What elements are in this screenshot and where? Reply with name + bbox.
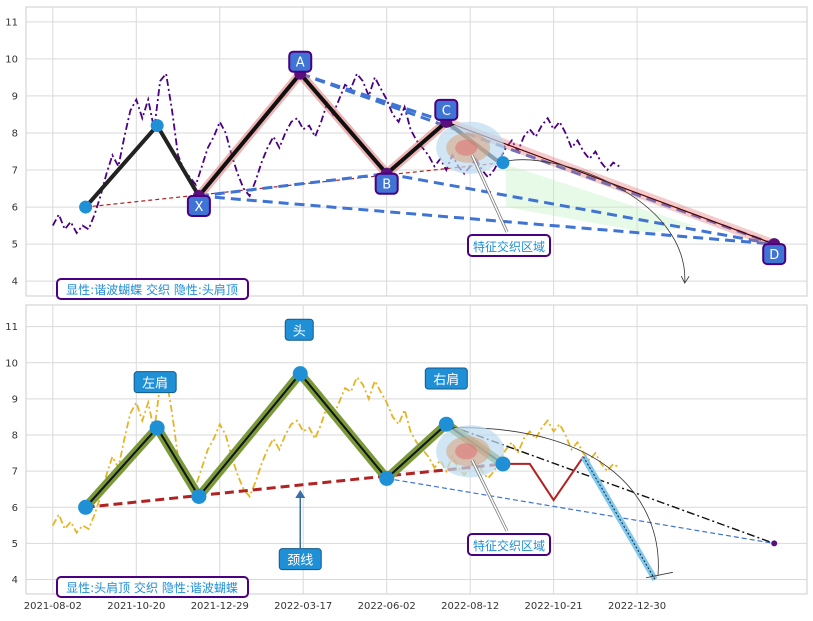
point-label-box-x xyxy=(186,194,211,217)
prz-zone xyxy=(505,164,694,233)
projection-zigzag xyxy=(502,456,585,502)
hs-pivot-point xyxy=(379,470,395,486)
y-tick-label: 5 xyxy=(12,240,18,251)
y-tick-label: 9 xyxy=(12,394,18,405)
projection-arrow xyxy=(508,159,685,283)
caption-box xyxy=(56,576,249,598)
point-label-d: D xyxy=(769,248,779,263)
right-shoulder-label-box xyxy=(424,367,468,390)
harmonic-guide-line xyxy=(198,194,775,246)
caption-text: 显性:头肩顶 交织 隐性:谐波蝴蝶 xyxy=(66,580,238,595)
right-shoulder-label: 右肩 xyxy=(433,372,459,388)
point-label-box-a xyxy=(288,50,313,73)
y-tick-label: 9 xyxy=(12,91,18,102)
region-pointer xyxy=(471,154,508,233)
hs-pivot-point xyxy=(495,456,511,472)
point-label-box-c xyxy=(434,98,459,121)
region-label-box xyxy=(467,533,551,556)
y-tick-label: 8 xyxy=(12,431,18,442)
projection-curve xyxy=(450,427,659,576)
xabc-leg-line xyxy=(197,71,448,198)
x-tick-label: 2022-12-30 xyxy=(608,601,666,612)
target-dashdot-line xyxy=(446,423,775,545)
caption-text: 显性:谐波蝴蝶 交织 隐性:头肩顶 xyxy=(66,282,238,297)
x-tick-label: 2022-10-21 xyxy=(525,601,583,612)
x-tick-label: 2022-06-02 xyxy=(358,601,416,612)
x-tick-label: 2022-08-12 xyxy=(441,601,499,612)
hs-pivot-point xyxy=(149,420,165,436)
y-tick-label: 6 xyxy=(12,203,18,214)
price-series-line xyxy=(52,71,620,235)
region-label: 特征交织区域 xyxy=(473,239,545,254)
y-tick-label: 11 xyxy=(5,322,18,333)
y-tick-label: 6 xyxy=(12,503,18,514)
y-tick-label: 7 xyxy=(12,166,18,177)
x-tick-label: 2022-03-17 xyxy=(274,601,332,612)
projection-tick xyxy=(645,571,673,579)
target-point xyxy=(771,540,778,547)
y-tick-label: 7 xyxy=(12,467,18,478)
hs-pivot-point xyxy=(78,499,94,515)
point-label-b: B xyxy=(382,178,391,193)
region-pointer xyxy=(471,460,508,532)
point-label-c: C xyxy=(442,104,451,119)
x-tick-label: 2021-12-29 xyxy=(191,601,249,612)
head-label-box xyxy=(284,318,314,341)
y-tick-label: 4 xyxy=(12,277,18,288)
y-tick-label: 4 xyxy=(12,575,18,586)
point-label-box-b xyxy=(374,172,399,195)
harmonic-guide-line xyxy=(299,72,775,246)
point-label-a: A xyxy=(296,56,305,71)
y-tick-label: 10 xyxy=(5,54,18,65)
hs-pivot-point xyxy=(191,488,207,504)
head-label: 头 xyxy=(293,324,306,339)
hs-pivot-point xyxy=(292,366,308,382)
left-shoulder-label: 左肩 xyxy=(142,376,168,392)
current-point xyxy=(496,156,510,170)
caption-box xyxy=(56,278,249,300)
y-tick-label: 11 xyxy=(5,17,18,28)
y-tick-label: 10 xyxy=(5,358,18,369)
hs-pivot-point xyxy=(438,416,454,432)
pivot-point xyxy=(79,200,93,214)
point-label-box-d xyxy=(762,243,787,266)
harmonic-guide-line xyxy=(386,172,775,246)
x-tick-label: 2021-08-02 xyxy=(24,601,82,612)
region-label: 特征交织区域 xyxy=(473,538,545,553)
left-shoulder-label-box xyxy=(133,371,177,394)
y-tick-label: 5 xyxy=(12,539,18,550)
point-label-x: X xyxy=(194,200,203,215)
x-tick-label: 2021-10-20 xyxy=(107,601,165,612)
price-series-line xyxy=(52,375,620,535)
neckline-label: 颈线 xyxy=(287,554,313,569)
neckline-extension xyxy=(386,477,775,545)
y-tick-label: 8 xyxy=(12,128,18,139)
interweave-region-core xyxy=(455,443,478,460)
interweave-region-core xyxy=(455,139,478,156)
projection-drop-band xyxy=(580,455,658,582)
region-label-box xyxy=(467,234,551,257)
pivot-point xyxy=(150,119,164,133)
